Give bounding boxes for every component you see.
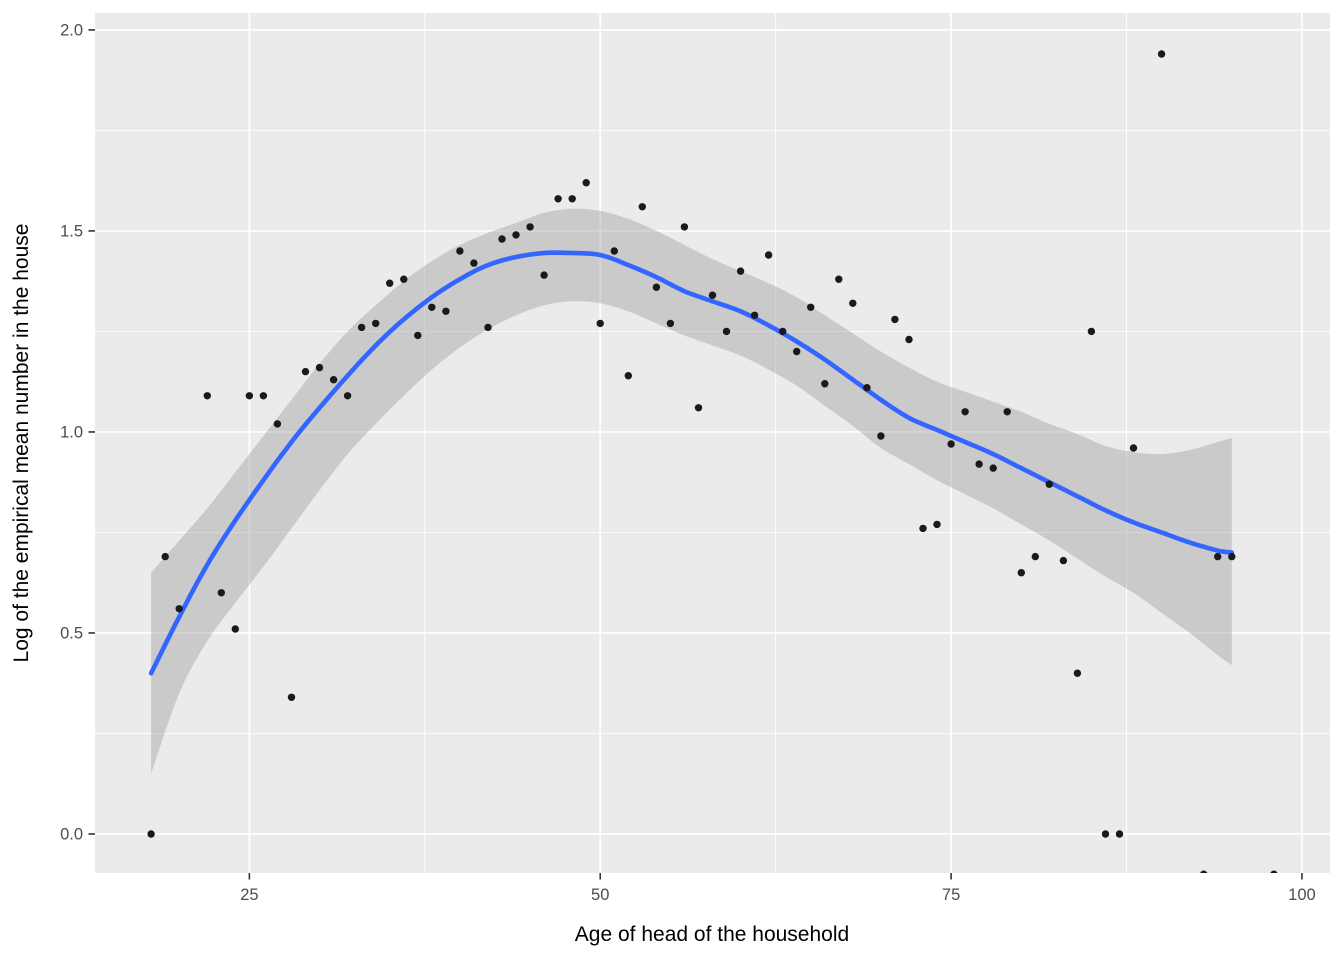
data-point xyxy=(372,319,380,328)
data-point xyxy=(680,223,689,231)
data-point xyxy=(708,291,717,299)
data-point xyxy=(933,520,941,529)
data-point xyxy=(400,275,408,283)
y-tick-label: 0.0 xyxy=(60,826,83,844)
data-layers xyxy=(147,50,1278,873)
data-point xyxy=(1031,552,1040,561)
confidence-ribbon xyxy=(151,208,1232,774)
data-point xyxy=(203,392,211,400)
data-point xyxy=(1228,552,1236,561)
data-point xyxy=(1087,327,1096,336)
data-point xyxy=(989,464,997,472)
data-point xyxy=(245,392,254,400)
data-point xyxy=(807,303,815,311)
data-point xyxy=(1045,480,1054,488)
x-tick-label: 50 xyxy=(591,886,609,904)
data-point xyxy=(877,432,885,440)
data-point xyxy=(315,363,324,372)
data-point xyxy=(891,315,899,324)
x-tick-label: 75 xyxy=(942,886,960,904)
data-point xyxy=(779,327,787,336)
scatter-points xyxy=(147,50,1278,873)
y-tick-label: 1.0 xyxy=(60,423,83,441)
data-point xyxy=(596,319,604,328)
y-tick-label: 0.5 xyxy=(60,624,83,642)
data-point xyxy=(764,251,773,259)
data-point xyxy=(835,275,843,283)
data-point xyxy=(259,392,268,400)
data-point xyxy=(1003,408,1011,416)
data-point xyxy=(470,259,478,267)
data-point xyxy=(694,404,703,412)
loess-smooth-line xyxy=(148,250,1235,676)
data-point xyxy=(147,830,155,838)
data-point xyxy=(961,408,969,416)
data-point xyxy=(1017,569,1025,577)
x-tick-label: 25 xyxy=(240,886,258,904)
data-point xyxy=(793,347,801,356)
data-point xyxy=(905,335,913,344)
data-point xyxy=(301,367,310,376)
data-point xyxy=(554,195,562,203)
data-point xyxy=(484,323,492,332)
data-point xyxy=(161,552,169,561)
x-tick-label: 100 xyxy=(1288,886,1316,904)
data-point xyxy=(1115,830,1124,838)
data-point xyxy=(568,195,576,203)
data-point xyxy=(821,380,829,388)
data-point xyxy=(175,605,183,613)
data-point xyxy=(666,319,675,328)
data-point xyxy=(456,247,464,255)
data-point xyxy=(750,311,759,319)
axes: 25 50 75 100 0.0 0.5 1.0 1.5 2.0 xyxy=(60,21,1316,904)
data-point xyxy=(582,179,590,187)
data-point xyxy=(414,331,422,340)
data-point xyxy=(1129,444,1138,452)
data-point xyxy=(849,299,857,307)
data-point xyxy=(722,327,731,336)
data-point xyxy=(231,625,239,633)
data-point xyxy=(624,372,632,380)
data-point xyxy=(442,307,450,315)
data-point xyxy=(652,283,661,291)
data-point xyxy=(217,589,225,597)
data-point xyxy=(947,440,955,448)
data-point xyxy=(540,271,548,279)
data-point xyxy=(1101,830,1110,838)
data-point xyxy=(975,460,983,468)
y-tick-label: 1.5 xyxy=(60,222,83,240)
data-point xyxy=(428,303,436,311)
data-point xyxy=(512,231,520,239)
data-point xyxy=(1270,870,1278,873)
data-point xyxy=(1200,870,1208,873)
data-point xyxy=(736,267,745,275)
data-point xyxy=(1214,552,1222,561)
data-point xyxy=(1059,556,1068,565)
data-point xyxy=(386,279,394,287)
data-point xyxy=(1157,50,1166,58)
data-point xyxy=(526,223,534,231)
y-axis-title: Log of the empirical mean number in the … xyxy=(10,224,33,663)
data-point xyxy=(273,420,282,428)
data-point xyxy=(638,203,646,211)
data-point xyxy=(1073,669,1082,677)
data-point xyxy=(610,247,618,255)
data-point xyxy=(329,376,338,384)
data-point xyxy=(343,392,352,400)
minor-gridlines xyxy=(95,13,1330,873)
data-point xyxy=(357,323,366,332)
plot-panel xyxy=(95,13,1330,873)
data-point xyxy=(498,235,506,243)
data-point xyxy=(919,524,927,533)
data-point xyxy=(863,384,871,392)
y-tick-label: 2.0 xyxy=(60,21,83,39)
x-axis-title: Age of head of the household xyxy=(575,923,849,946)
data-point xyxy=(287,693,296,701)
